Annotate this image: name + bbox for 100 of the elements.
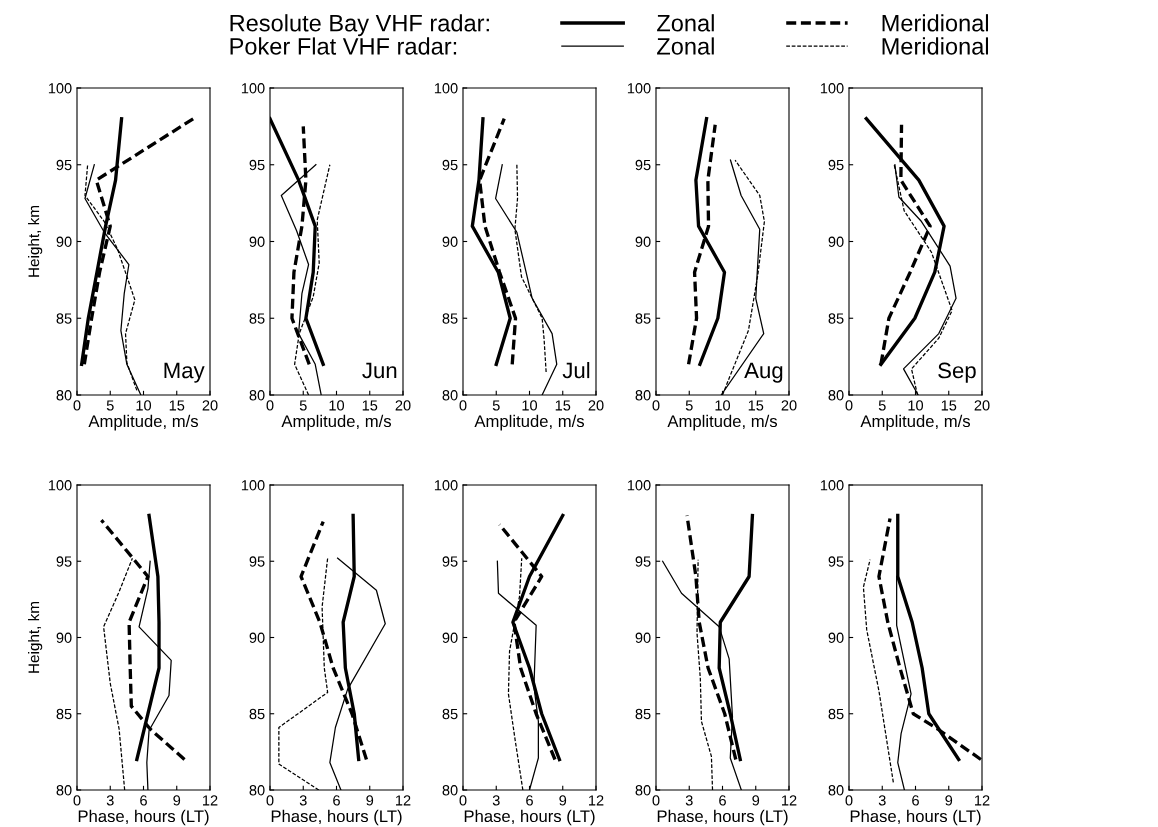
x-axis-title: Amplitude, m/s	[667, 414, 778, 431]
y-tick-label: 100	[820, 83, 844, 94]
x-tick-label: 0	[845, 795, 853, 806]
y-tick-label: 90	[249, 632, 265, 643]
x-tick-label: 6	[140, 795, 147, 806]
legend-label: Zonal	[657, 37, 714, 55]
x-axis-title: Amplitude, m/s	[88, 414, 199, 431]
y-tick-label: 85	[635, 708, 651, 720]
x-tick-label: 5	[878, 400, 886, 411]
y-tick-label: 90	[249, 236, 265, 247]
legend-label: Zonal	[657, 14, 714, 32]
x-tick-label: 20	[781, 400, 797, 411]
y-tick-label: 80	[249, 390, 265, 401]
x-tick-label: 0	[266, 795, 274, 806]
x-tick-label: 6	[912, 795, 919, 806]
x-tick-label: 10	[908, 400, 924, 411]
x-tick-label: 3	[299, 795, 307, 806]
x-tick-label: 20	[395, 400, 411, 411]
x-tick-label: 12	[589, 795, 604, 806]
annotation: May	[164, 362, 205, 383]
y-tick-label: 95	[828, 556, 844, 567]
annotation: Jul	[562, 362, 590, 379]
y-tick-label: 80	[249, 785, 265, 796]
y-tick-label: 95	[56, 556, 72, 567]
legend-label: Meridional	[882, 14, 989, 32]
x-axis-title: Phase, hours (LT)	[850, 809, 981, 826]
x-tick-label: 0	[73, 400, 81, 411]
x-tick-label: 20	[588, 400, 604, 411]
x-tick-label: 0	[73, 795, 81, 806]
y-tick-label: 85	[249, 708, 265, 720]
y-tick-label: 85	[56, 313, 72, 324]
y-tick-label: 80	[56, 390, 72, 401]
y-axis-title: Height, km	[28, 602, 43, 673]
x-tick-label: 15	[169, 400, 185, 411]
x-tick-label: 6	[526, 795, 533, 806]
x-tick-label: 9	[945, 795, 953, 806]
x-tick-label: 10	[522, 400, 538, 411]
x-axis-title: Phase, hours (LT)	[464, 809, 595, 826]
y-tick-label: 90	[56, 632, 72, 643]
x-tick-label: 12	[203, 795, 218, 806]
annotation: Aug	[744, 362, 783, 383]
y-tick-label: 95	[828, 159, 844, 171]
x-tick-label: 10	[136, 400, 152, 411]
legend-label: Meridional	[882, 37, 989, 55]
text: Poker Flat VHF radar:	[230, 37, 457, 55]
y-tick-label: 95	[249, 159, 265, 171]
y-tick-label: 100	[434, 83, 458, 94]
x-tick-label: 6	[719, 795, 726, 806]
x-tick-label: 9	[752, 795, 760, 806]
y-tick-label: 90	[635, 236, 651, 247]
y-tick-label: 100	[48, 480, 72, 491]
y-tick-label: 95	[442, 159, 458, 171]
x-tick-label: 0	[652, 795, 660, 806]
y-tick-label: 85	[249, 313, 265, 324]
y-tick-label: 100	[627, 480, 651, 491]
x-axis-title: Amplitude, m/s	[860, 414, 971, 431]
y-tick-label: 100	[48, 83, 72, 94]
x-tick-label: 0	[266, 400, 274, 411]
x-tick-label: 5	[299, 400, 307, 411]
y-tick-label: 85	[828, 313, 844, 324]
y-tick-label: 95	[635, 556, 651, 567]
y-tick-label: 80	[828, 785, 844, 796]
y-tick-label: 100	[820, 480, 844, 491]
x-tick-label: 0	[459, 795, 467, 806]
y-tick-label: 85	[828, 708, 844, 720]
y-tick-label: 95	[56, 159, 72, 171]
x-tick-label: 5	[106, 400, 114, 411]
y-axis-title: Height, km	[28, 206, 43, 277]
x-tick-label: 10	[715, 400, 731, 411]
y-tick-label: 90	[442, 236, 458, 247]
x-tick-label: 0	[845, 400, 853, 411]
x-tick-label: 10	[329, 400, 345, 411]
x-tick-label: 9	[559, 795, 567, 806]
x-axis-title: Phase, hours (LT)	[78, 809, 209, 826]
y-tick-label: 85	[56, 708, 72, 720]
text: Resolute Bay VHF radar:	[230, 14, 489, 37]
x-tick-label: 5	[685, 400, 693, 411]
y-tick-label: 100	[434, 480, 458, 491]
y-tick-label: 80	[56, 785, 72, 796]
y-tick-label: 95	[249, 556, 265, 567]
y-tick-label: 80	[635, 785, 651, 796]
x-tick-label: 20	[974, 400, 990, 411]
x-tick-label: 0	[652, 400, 660, 411]
y-tick-label: 100	[241, 83, 265, 94]
x-tick-label: 15	[941, 400, 957, 411]
x-tick-label: 20	[202, 400, 218, 411]
x-axis-title: Amplitude, m/s	[281, 414, 392, 431]
x-axis-title: Phase, hours (LT)	[271, 809, 402, 826]
x-tick-label: 6	[333, 795, 340, 806]
x-tick-label: 15	[748, 400, 764, 411]
y-tick-label: 100	[627, 83, 651, 94]
x-axis-title: Phase, hours (LT)	[657, 809, 788, 826]
x-tick-label: 3	[685, 795, 693, 806]
x-tick-label: 12	[975, 795, 990, 806]
y-tick-label: 90	[442, 632, 458, 643]
y-tick-label: 90	[828, 236, 844, 247]
y-tick-label: 95	[442, 556, 458, 567]
y-tick-label: 95	[635, 159, 651, 171]
y-tick-label: 80	[442, 390, 458, 401]
annotation: Jun	[362, 362, 397, 379]
